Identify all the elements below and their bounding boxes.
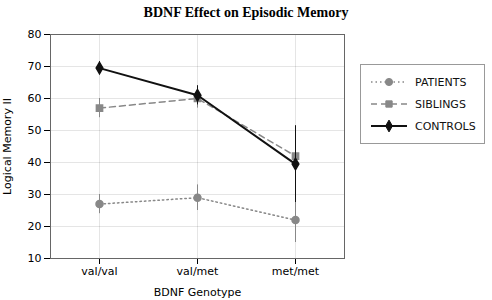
svg-text:Logical Memory II: Logical Memory II (1, 98, 14, 195)
svg-text:30: 30 (28, 188, 42, 201)
svg-text:60: 60 (28, 92, 42, 105)
html-text:BDNF Effect on Episodic Memory: BDNF Effect on Episodic Memory (143, 5, 349, 20)
svg-text:40: 40 (28, 156, 42, 169)
svg-text:10: 10 (28, 252, 42, 265)
svg-text:80: 80 (28, 28, 42, 41)
html-text:PATIENTS: PATIENTS (415, 75, 467, 89)
svg-text:met/met: met/met (272, 265, 320, 278)
html-text:CONTROLS: CONTROLS (415, 119, 476, 133)
svg-text:val/met: val/met (177, 265, 219, 278)
svg-text:20: 20 (28, 220, 42, 233)
html-text:SIBLINGS: SIBLINGS (415, 97, 466, 111)
svg-text:BDNF Genotype: BDNF Genotype (154, 286, 242, 299)
svg-text:70: 70 (28, 60, 42, 73)
svg-text:val/val: val/val (81, 265, 117, 278)
svg-text:50: 50 (28, 124, 42, 137)
